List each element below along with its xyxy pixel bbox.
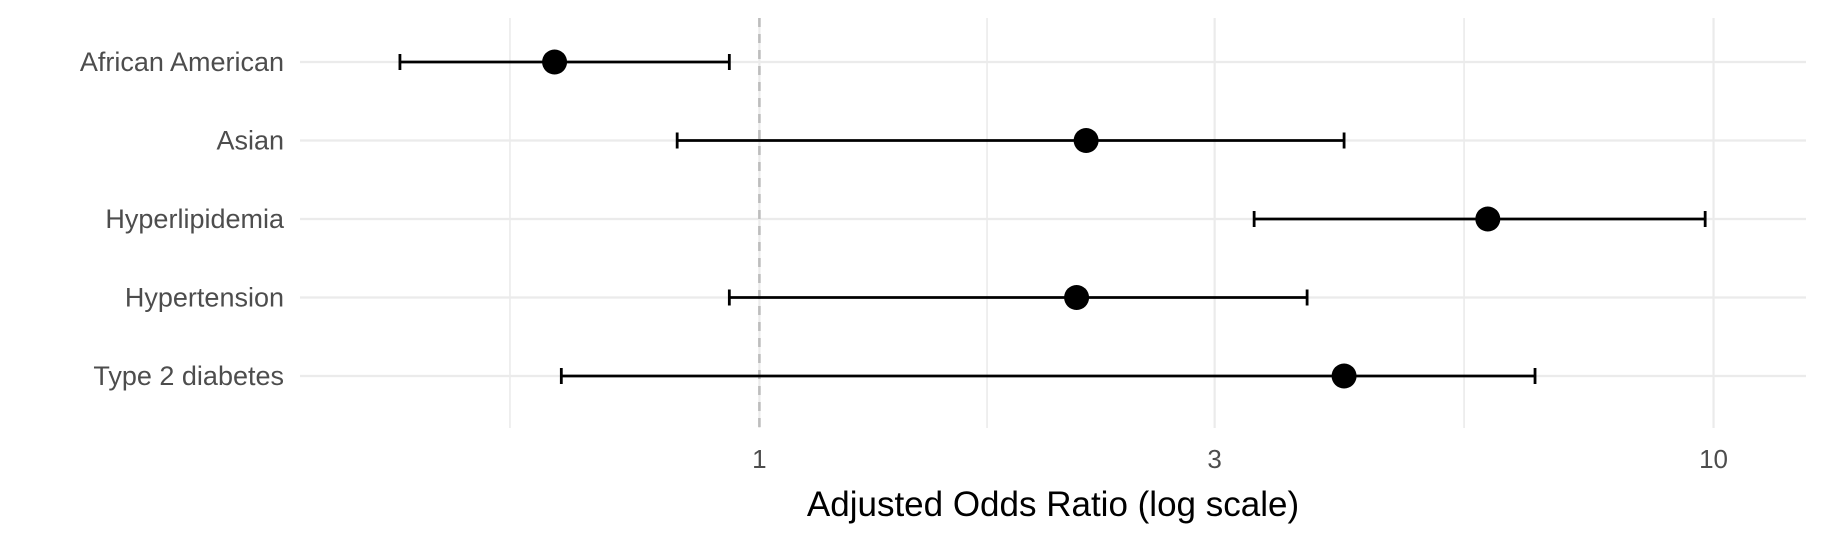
grid-lines: [300, 18, 1806, 428]
point-estimate: [1331, 363, 1357, 389]
category-label: Hyperlipidemia: [105, 204, 285, 234]
x-tick-label: 1: [752, 444, 766, 474]
x-axis-title: Adjusted Odds Ratio (log scale): [807, 485, 1299, 524]
category-label: Asian: [216, 126, 284, 156]
point-estimate: [542, 49, 568, 75]
category-label: Hypertension: [125, 283, 284, 313]
category-labels: African American Asian Hyperlipidemia Hyper…: [80, 47, 285, 391]
point-estimate: [1475, 206, 1501, 232]
x-tick-labels: 1 3 10: [752, 444, 1728, 474]
point-estimates: [542, 49, 1501, 389]
x-tick-label: 3: [1207, 444, 1221, 474]
point-estimate: [1073, 128, 1099, 153]
error-bar: [727, 289, 1309, 306]
category-label: Type 2 diabetes: [93, 361, 284, 391]
category-label: African American: [80, 47, 284, 77]
point-estimate: [1064, 285, 1090, 310]
error-bar: [559, 368, 1537, 384]
error-bar: [675, 132, 1346, 149]
x-tick-label: 10: [1699, 444, 1728, 474]
